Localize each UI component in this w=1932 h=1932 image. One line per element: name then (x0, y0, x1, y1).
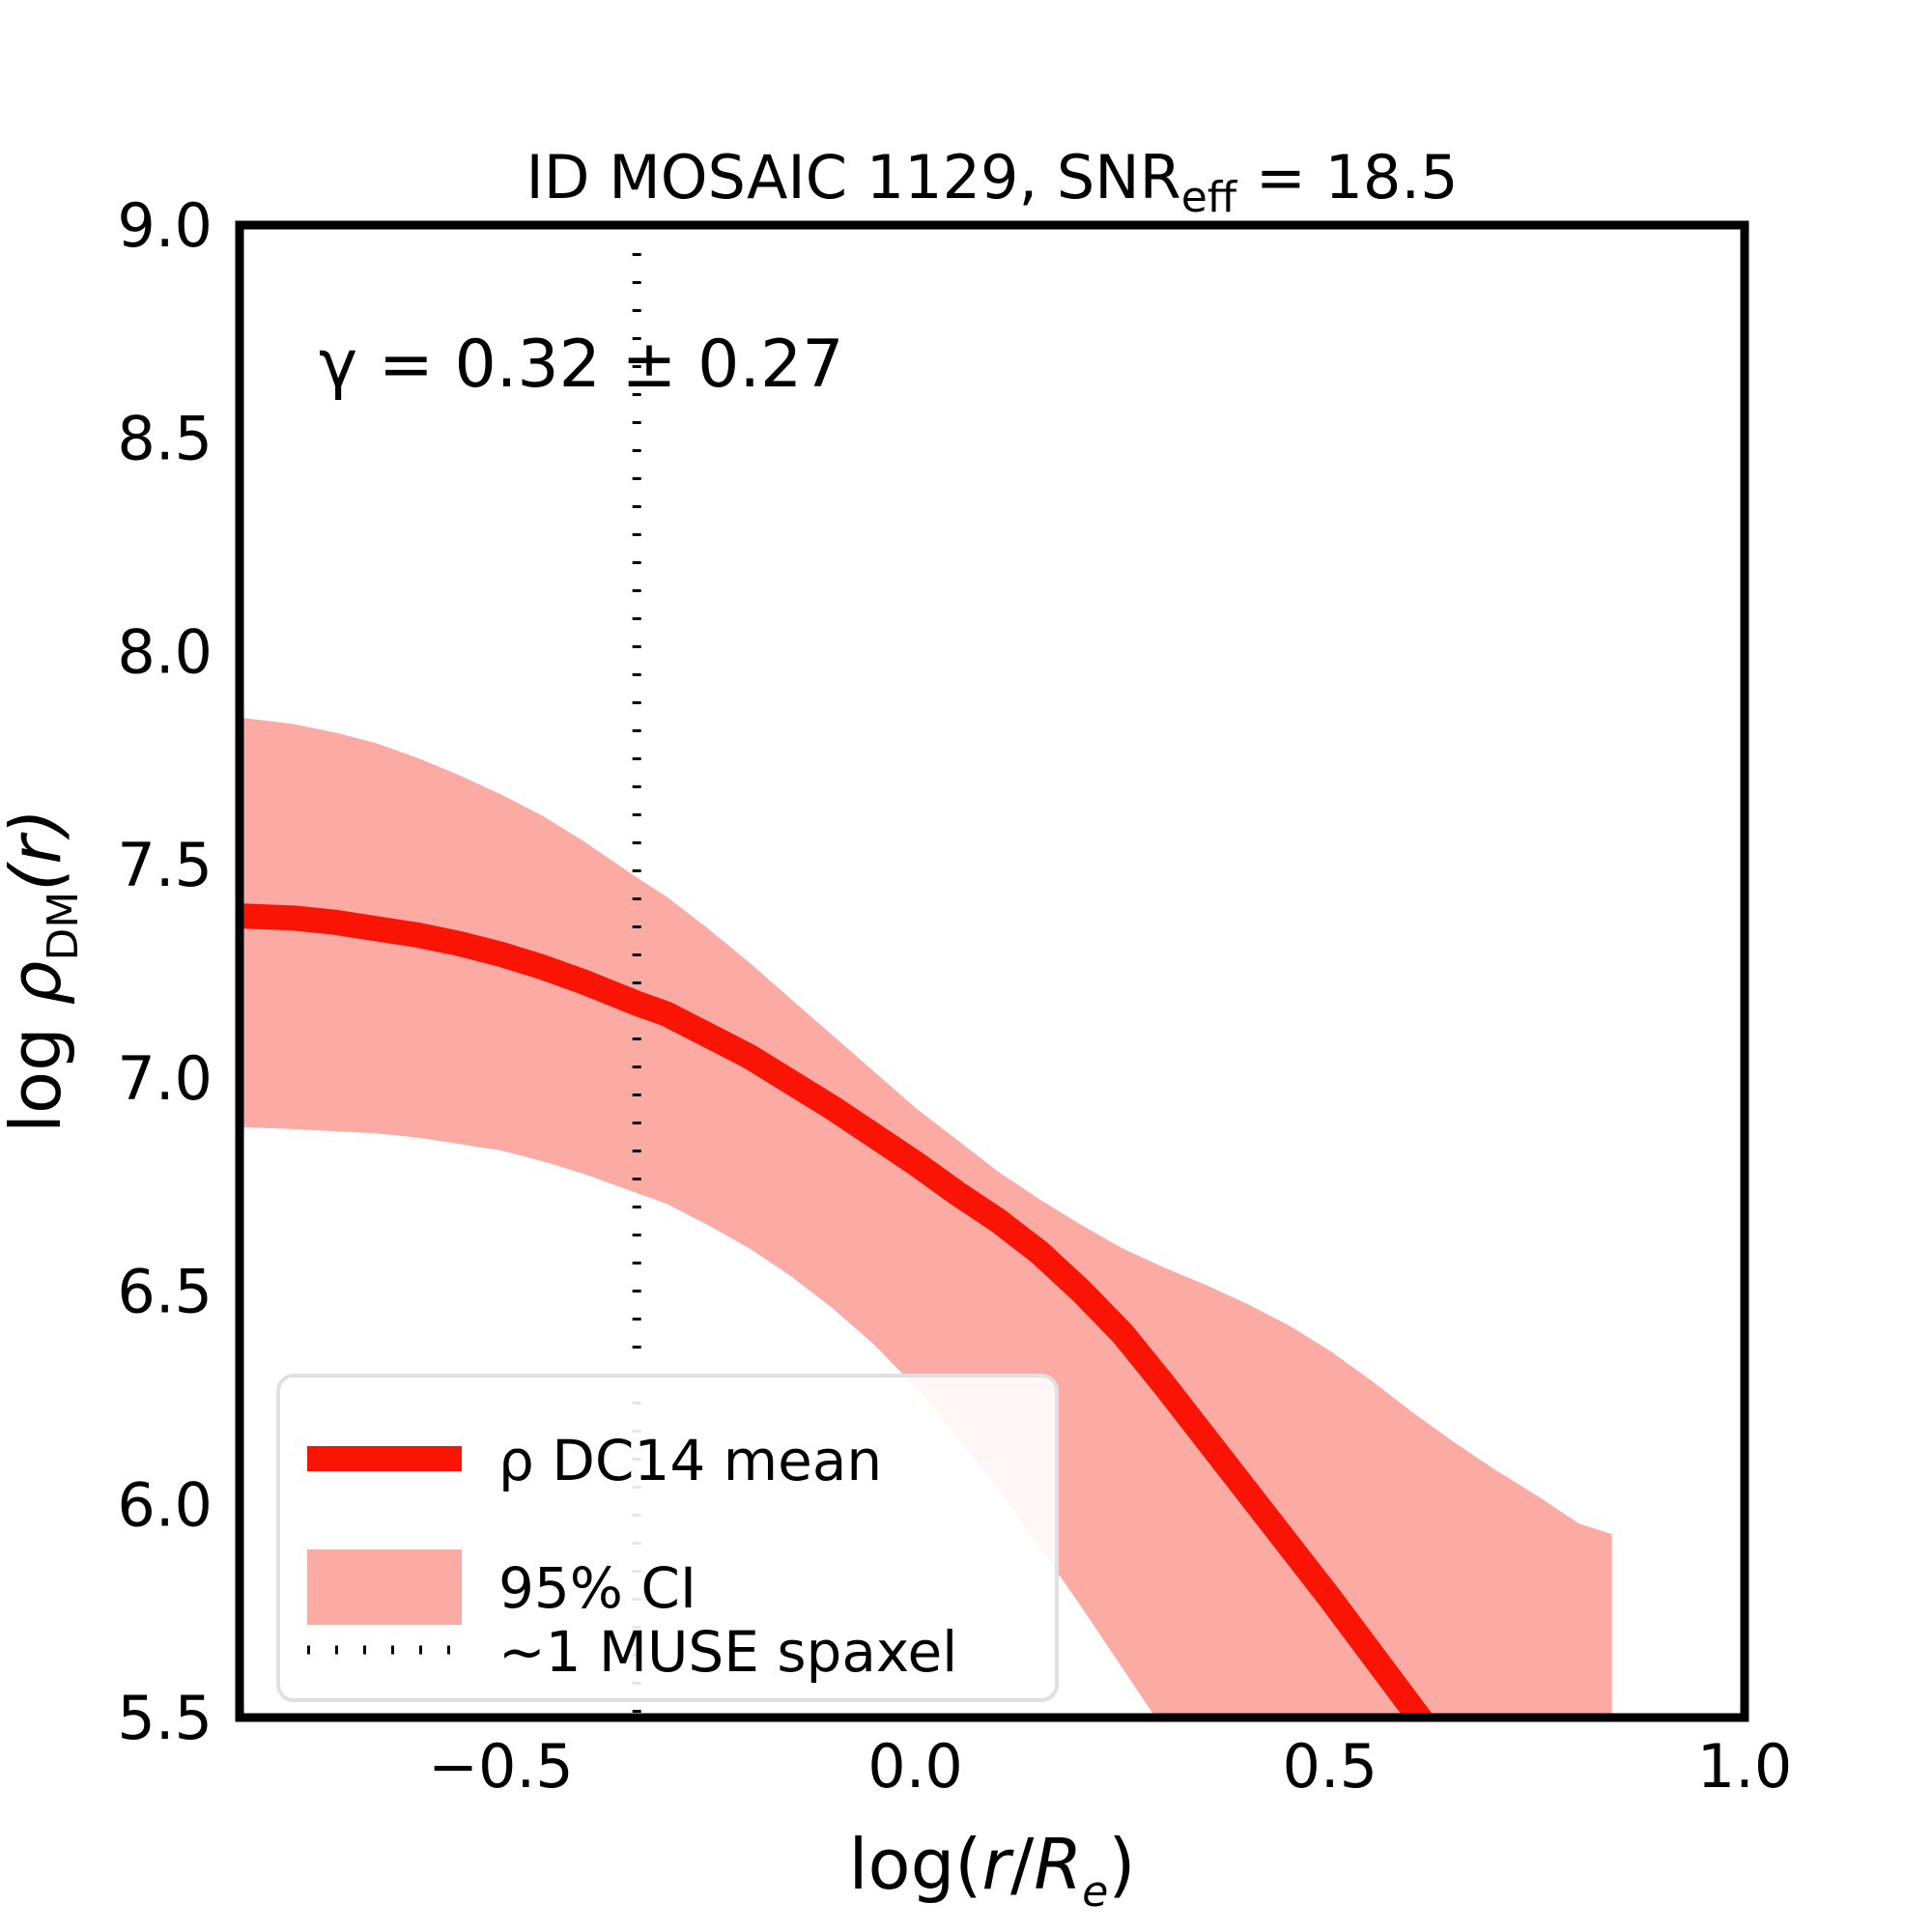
legend-item-mean[interactable]: ρ DC14 mean (307, 1428, 882, 1493)
legend-frame (276, 1374, 1059, 1702)
y-tick-label: 9.0 (117, 190, 213, 261)
x-tick-label: 0.5 (1282, 1731, 1378, 1802)
legend-label-mean: ρ DC14 mean (498, 1428, 882, 1493)
legend-label-ci: 95% CI (498, 1555, 696, 1621)
legend-item-ci[interactable]: 95% CI (307, 1549, 696, 1625)
y-tick-label: 7.0 (117, 1043, 213, 1114)
x-axis-tick-labels: −0.5 0.0 0.5 1.0 (428, 1731, 1792, 1802)
y-tick-label: 6.5 (117, 1257, 213, 1327)
y-tick-label: 7.5 (117, 830, 213, 900)
y-tick-label: 5.5 (117, 1683, 213, 1753)
confidence-interval-band (240, 717, 1612, 1718)
plot-title: ID MOSAIC 1129, SNReff = 18.5 (526, 142, 1458, 222)
x-axis-title: log(r/Re) (849, 1824, 1136, 1917)
y-tick-label: 8.0 (117, 616, 213, 687)
x-tick-label: −0.5 (428, 1731, 574, 1802)
gamma-annotation: γ = 0.32 ± 0.27 (319, 327, 843, 403)
y-tick-label: 8.5 (117, 404, 213, 474)
y-tick-label: 6.0 (117, 1469, 213, 1540)
y-axis-tick-labels: 9.0 8.5 8.0 7.5 7.0 6.5 6.0 5.5 (117, 190, 213, 1753)
legend-label-spaxel: ~1 MUSE spaxel (498, 1619, 957, 1685)
legend-item-spaxel[interactable]: ~1 MUSE spaxel (307, 1619, 957, 1685)
legend[interactable]: ρ DC14 mean 95% CI ~1 MUSE spaxel (276, 1374, 1059, 1702)
x-tick-label: 0.0 (867, 1731, 963, 1802)
dc14-mean-curve (240, 903, 1435, 1718)
y-axis-title: log ρDM(r) (0, 809, 88, 1133)
legend-swatch-patch-icon (307, 1549, 462, 1625)
x-tick-label: 1.0 (1697, 1731, 1793, 1802)
axes-frame (235, 220, 1749, 1722)
